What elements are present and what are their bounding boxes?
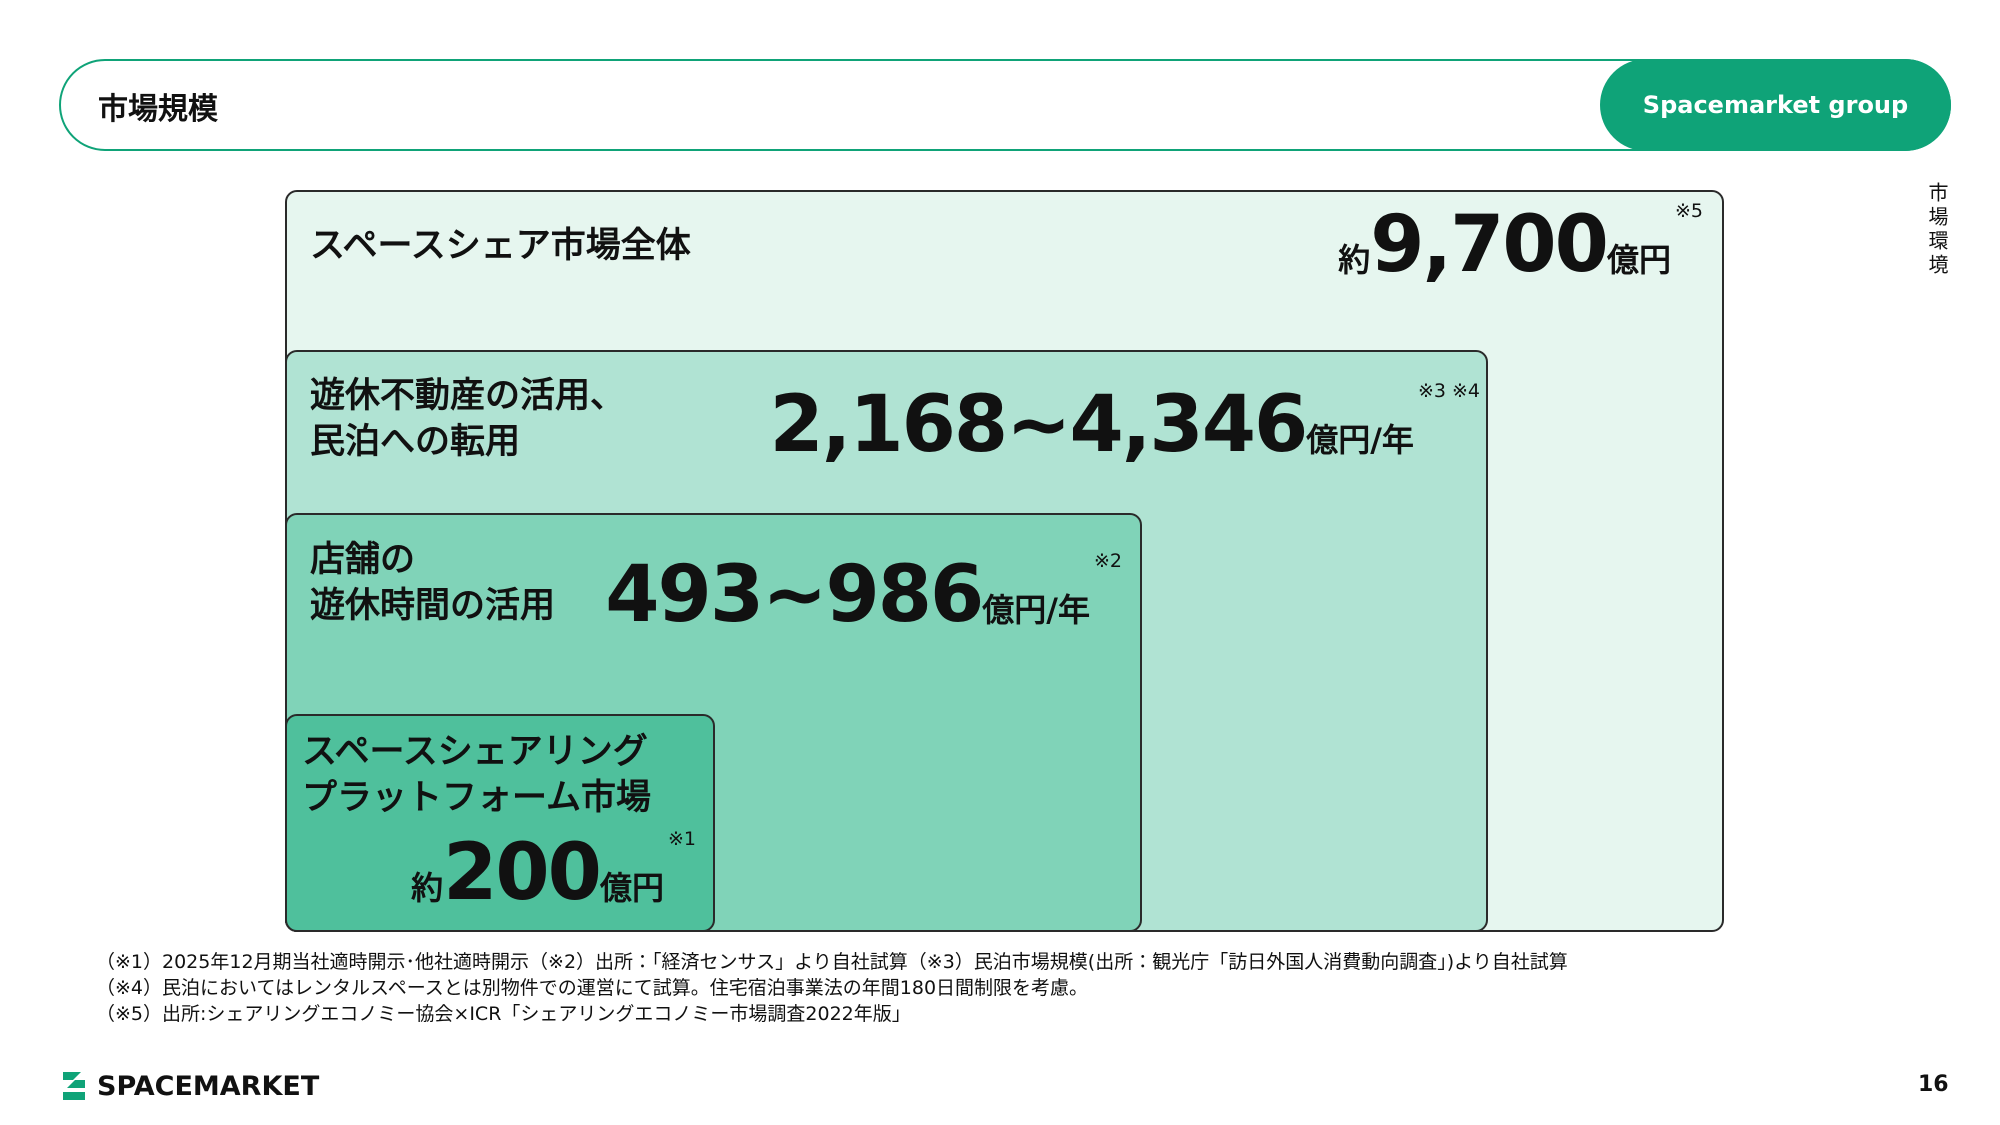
- amount-value: 493~986: [605, 550, 984, 640]
- prefix: 約: [1338, 241, 1371, 279]
- header-badge: Spacemarket group: [1600, 59, 1951, 151]
- note: ※2: [1093, 550, 1122, 572]
- amount-value: 200: [443, 828, 602, 918]
- box-label: 店舗の遊休時間の活用: [310, 537, 555, 629]
- unit: 億円: [599, 869, 664, 907]
- box-label: スペースシェアリング プラットフォーム市場: [302, 729, 651, 821]
- amount: 約 200 億円 ※1: [411, 828, 696, 918]
- amount-value: 2,168~4,346: [769, 380, 1308, 470]
- prefix: 約: [411, 869, 444, 907]
- label-line: プラットフォーム市場: [302, 778, 651, 818]
- label-line: 店舗の: [310, 540, 416, 580]
- unit: 億円/年: [1306, 421, 1414, 459]
- box-platform: [285, 714, 715, 932]
- label-line: スペースシェア市場全体: [310, 226, 691, 266]
- side-label: 市場環境: [1925, 182, 1949, 278]
- footnote: （※5）出所:シェアリングエコノミー協会×ICR「シェアリングエコノミー市場調査…: [96, 1003, 911, 1025]
- footnotes: （※1）2025年12月期当社適時開示･他社適時開示（※2）出所：「経済センサス…: [96, 949, 1568, 1027]
- footnote: （※4）民泊においてはレンタルスペースとは別物件での運営にて試算。住宅宿泊事業法…: [96, 977, 1089, 999]
- note: ※3 ※4: [1417, 380, 1480, 402]
- logo-text: SPACEMARKET: [97, 1070, 320, 1102]
- unit: 億円: [1606, 241, 1671, 279]
- label-line: 遊休不動産の活用、: [310, 376, 626, 416]
- label-line: 遊休時間の活用: [310, 586, 556, 626]
- amount: 493~986 億円/年 ※2: [605, 550, 1122, 640]
- logo: SPACEMARKET: [59, 1070, 319, 1102]
- note: ※1: [667, 828, 696, 850]
- amount: 約 9,700 億円 ※5: [1338, 200, 1703, 290]
- label-line: 民泊への転用: [310, 422, 521, 462]
- label-line: スペースシェアリング: [302, 732, 648, 772]
- box-label: スペースシェア市場全体: [310, 223, 691, 269]
- logo-icon: [63, 1072, 85, 1100]
- footnote: （※1）2025年12月期当社適時開示･他社適時開示（※2）出所：「経済センサス…: [96, 951, 1568, 973]
- header-title: 市場規模: [98, 92, 218, 127]
- note: ※5: [1674, 200, 1703, 222]
- unit: 億円/年: [982, 591, 1090, 629]
- amount-value: 9,700: [1370, 200, 1609, 290]
- amount: 2,168~4,346 億円/年 ※3 ※4: [769, 380, 1480, 470]
- page-number: 16: [1918, 1072, 1949, 1097]
- box-label: 遊休不動産の活用、 民泊への転用: [310, 373, 625, 465]
